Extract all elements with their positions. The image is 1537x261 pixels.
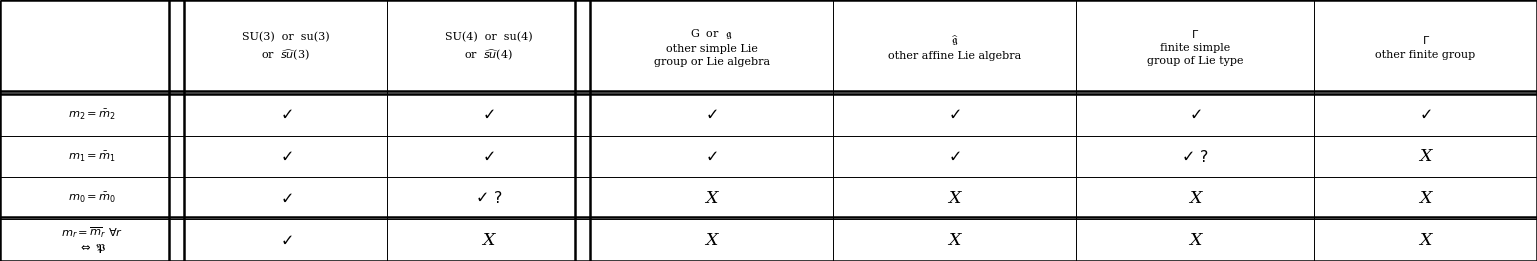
Text: $\checkmark$: $\checkmark$ [280,149,292,164]
Text: X: X [705,190,718,207]
Text: X: X [1419,232,1432,249]
Text: X: X [483,232,495,249]
Text: X: X [1419,190,1432,207]
Text: X: X [948,190,961,207]
Text: $\checkmark$: $\checkmark$ [948,107,961,122]
Text: $\checkmark$: $\checkmark$ [280,233,292,248]
Text: $m_0 = \bar{m}_0$: $m_0 = \bar{m}_0$ [68,191,117,205]
Text: $\checkmark$ ?: $\checkmark$ ? [1180,149,1210,165]
Text: $\checkmark$: $\checkmark$ [705,149,718,164]
Text: $m_r{=}\overline{m}_r\ \forall r$
$\Leftrightarrow\ \mathfrak{P}$: $m_r{=}\overline{m}_r\ \forall r$ $\Left… [61,225,123,255]
Text: $m_1 = \bar{m}_1$: $m_1 = \bar{m}_1$ [68,150,117,164]
Text: $\checkmark$: $\checkmark$ [280,191,292,206]
Text: $m_2 = \bar{m}_2$: $m_2 = \bar{m}_2$ [68,108,117,122]
Text: $\Gamma$
other finite group: $\Gamma$ other finite group [1376,34,1476,60]
Text: $\checkmark$: $\checkmark$ [948,149,961,164]
Text: X: X [1419,148,1432,165]
Text: G  or  $\mathfrak{g}$
other simple Lie
group or Lie algebra: G or $\mathfrak{g}$ other simple Lie gro… [653,27,770,67]
Text: $\checkmark$: $\checkmark$ [483,149,495,164]
Text: SU(3)  or  su(3)
or  $\widehat{su}$(3): SU(3) or su(3) or $\widehat{su}$(3) [241,32,330,62]
Text: $\checkmark$: $\checkmark$ [1419,107,1432,122]
Text: SU(4)  or  su(4)
or  $\widehat{su}$(4): SU(4) or su(4) or $\widehat{su}$(4) [444,32,533,62]
Text: $\checkmark$: $\checkmark$ [280,107,292,122]
Text: $\Gamma$
finite simple
group of Lie type: $\Gamma$ finite simple group of Lie type [1147,28,1243,66]
Text: $\checkmark$ ?: $\checkmark$ ? [475,190,503,206]
Text: X: X [705,232,718,249]
Text: $\checkmark$: $\checkmark$ [1188,107,1202,122]
Text: $\checkmark$: $\checkmark$ [705,107,718,122]
Text: $\checkmark$: $\checkmark$ [483,107,495,122]
Text: X: X [1188,232,1202,249]
Text: X: X [948,232,961,249]
Text: X: X [1188,190,1202,207]
Text: $\widehat{\mathfrak{g}}$
other affine Lie algebra: $\widehat{\mathfrak{g}}$ other affine Li… [888,33,1021,61]
